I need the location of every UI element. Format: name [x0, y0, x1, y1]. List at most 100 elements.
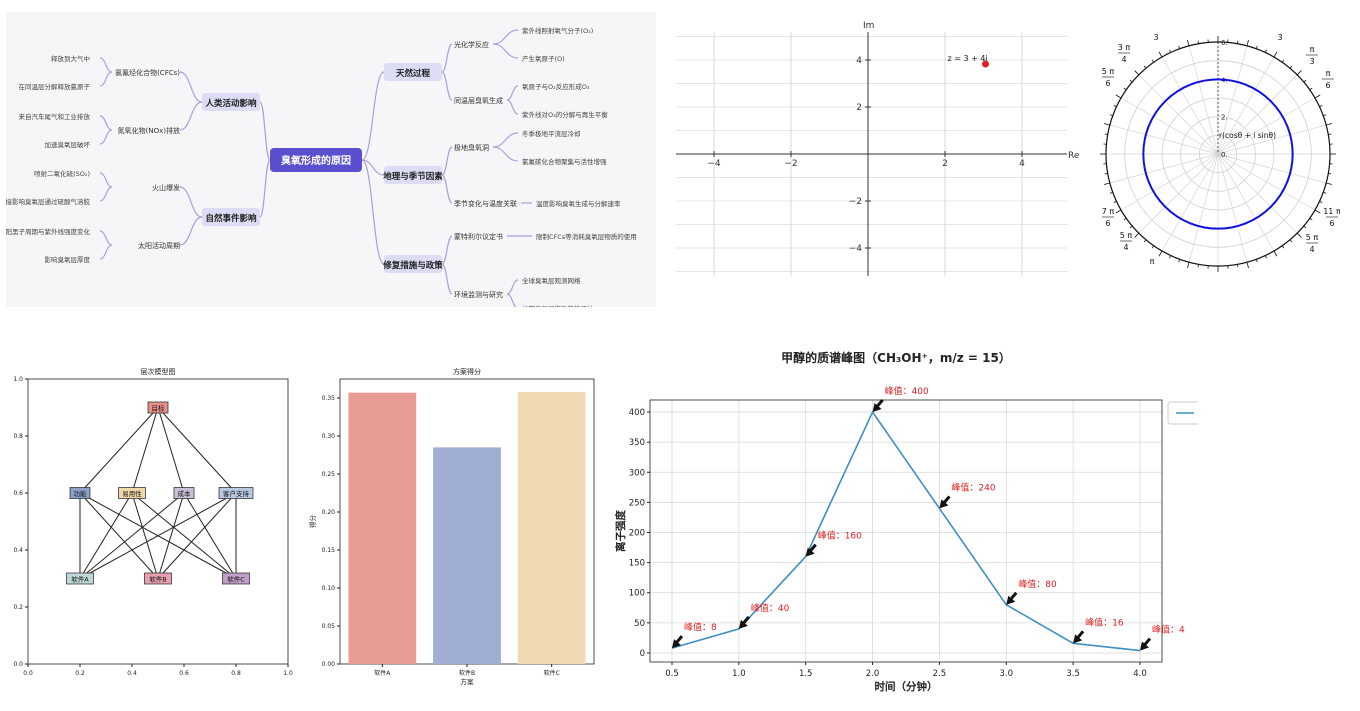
angle-tick	[1115, 209, 1122, 214]
branch-label: 天然过程	[396, 68, 431, 79]
root-branch-link	[361, 71, 385, 161]
angular-grid-line	[1217, 153, 1298, 234]
node-box	[118, 487, 146, 499]
child-label: 火山爆发	[152, 183, 180, 192]
real-axis-label: Re	[1068, 151, 1080, 161]
angle-tick	[1113, 105, 1117, 108]
branch-child-link	[441, 235, 453, 265]
angle-label-num: 5 π	[1120, 231, 1133, 240]
y-tick-label: 400	[629, 408, 645, 418]
x-tick-label: 软件A	[374, 669, 391, 677]
angle-tick	[1104, 173, 1108, 175]
annotation-arrow-head	[872, 403, 882, 413]
x-tick-label: 2.0	[866, 669, 880, 679]
node-box	[69, 487, 91, 499]
y-tick-label: 0.30	[322, 433, 336, 440]
angular-grid-line	[1109, 124, 1219, 155]
annotation-arrow-head	[1140, 641, 1149, 651]
angle-tick	[1187, 39, 1190, 46]
angle-tick	[1264, 49, 1267, 53]
branch-node	[202, 208, 260, 226]
branch-label: 人类活动影响	[205, 98, 257, 109]
x-tick-label: 2.5	[933, 669, 947, 679]
x-tick-label: 0.5	[665, 669, 679, 679]
child-leaf-link	[492, 29, 519, 45]
angle-label-num: 3 π	[1118, 43, 1131, 52]
angle-tick	[1134, 70, 1140, 76]
angle-tick	[1123, 217, 1127, 221]
angle-tick	[1134, 232, 1140, 238]
angular-grid-line	[1217, 74, 1298, 155]
child-leaf-link	[99, 244, 113, 260]
root-branch-link	[361, 159, 385, 176]
y-tick-label: 0.10	[322, 585, 336, 592]
annotation-arrow-head	[805, 547, 815, 557]
child-label: 同温层臭氧生成	[454, 96, 503, 105]
leaf-label: 温度影响臭氧生成与分解速率	[536, 199, 621, 208]
y-tick-label: 0.4	[13, 547, 23, 554]
leaf-label: 限制CFCs等消耗臭氧层物质的使用	[536, 232, 637, 241]
x-tick-label: 1.0	[283, 670, 293, 677]
angle-label-den: 4	[1309, 245, 1314, 254]
angular-grid-line	[1161, 153, 1219, 252]
branch-child-link	[441, 263, 453, 295]
angle-label-den: 6	[1105, 219, 1110, 228]
branch-child-link	[179, 186, 203, 218]
annotation-label: 峰值：40	[751, 602, 790, 614]
leaf-label: 氧原子与O₂反应形成O₃	[522, 82, 590, 91]
leaf-label: 间接影响臭氧层通过硫酸气溶胶	[6, 197, 91, 206]
annotation-label: 峰值：400	[885, 385, 929, 397]
leaf-label: 加速臭氧层破坏	[45, 140, 91, 149]
angle-tick	[1281, 59, 1285, 63]
bar	[348, 392, 417, 664]
x-tick-label: 1.5	[799, 669, 813, 679]
angle-tick	[1129, 79, 1133, 83]
node-label: 客户支持	[223, 489, 250, 498]
branch-child-link	[179, 71, 203, 103]
annotation-label: 峰值：8	[684, 621, 717, 633]
angle-tick	[1104, 133, 1108, 135]
angle-tick	[1246, 39, 1249, 46]
angle-tick	[1273, 250, 1278, 257]
score-bar-panel: 方案得分 0.00 0.05 0.10 0.15 0.20 0.25 0.30 0.35 软件A 软…	[306, 365, 602, 695]
angle-label-num: 5 π	[1102, 67, 1115, 76]
edge	[79, 492, 237, 579]
x-tick-label: −2	[784, 159, 797, 169]
angle-tick	[1109, 114, 1113, 117]
x-tick-label: 0.4	[127, 670, 137, 677]
x-axis-label: 时间（分钟）	[875, 680, 938, 693]
y-tick-label: 4	[856, 56, 862, 66]
edge	[131, 407, 159, 494]
angle-label-partial: 3	[1277, 34, 1282, 42]
root-branch-link	[259, 159, 271, 218]
x-tick-label: 2	[942, 159, 948, 169]
child-leaf-link	[99, 71, 113, 87]
angular-grid-line	[1138, 153, 1219, 234]
node-box	[66, 572, 94, 585]
angle-tick	[1328, 173, 1332, 175]
annotation-label: 峰值：240	[951, 481, 995, 493]
y-tick-label: 0.25	[322, 471, 336, 478]
leaf-label: 长期臭氧层恢复趋势评估	[522, 304, 594, 307]
angle-tick	[1115, 94, 1122, 99]
node-label: 易用性	[122, 489, 142, 498]
edge	[79, 407, 159, 494]
x-tick-label: 软件B	[459, 669, 475, 677]
angular-grid-line	[1109, 153, 1219, 184]
mass-spec-chart: 甲醇的质谱峰图（CH₃OH⁺，m/z = 15） 0.5 1.0 1.5 2.0 2.5 3…	[614, 350, 1198, 693]
bar	[433, 447, 501, 664]
angle-tick	[1143, 65, 1147, 69]
node-label: 目标	[152, 404, 166, 413]
y-tick-label: −4	[849, 244, 863, 254]
angle-label-den: 3	[1309, 57, 1314, 66]
angle-tick	[1296, 232, 1302, 238]
angle-tick	[1289, 65, 1293, 69]
angle-tick	[1103, 123, 1110, 126]
angular-grid-line	[1217, 45, 1248, 155]
y-tick-label: 50	[634, 619, 645, 629]
angle-label-partial: 3	[1153, 34, 1158, 42]
complex-plane-plot: Re Im −4 −2 2 4 4 2 −2 −4 z = 3 + 4i	[676, 21, 1080, 276]
x-tick-label: 软件C	[544, 669, 560, 677]
